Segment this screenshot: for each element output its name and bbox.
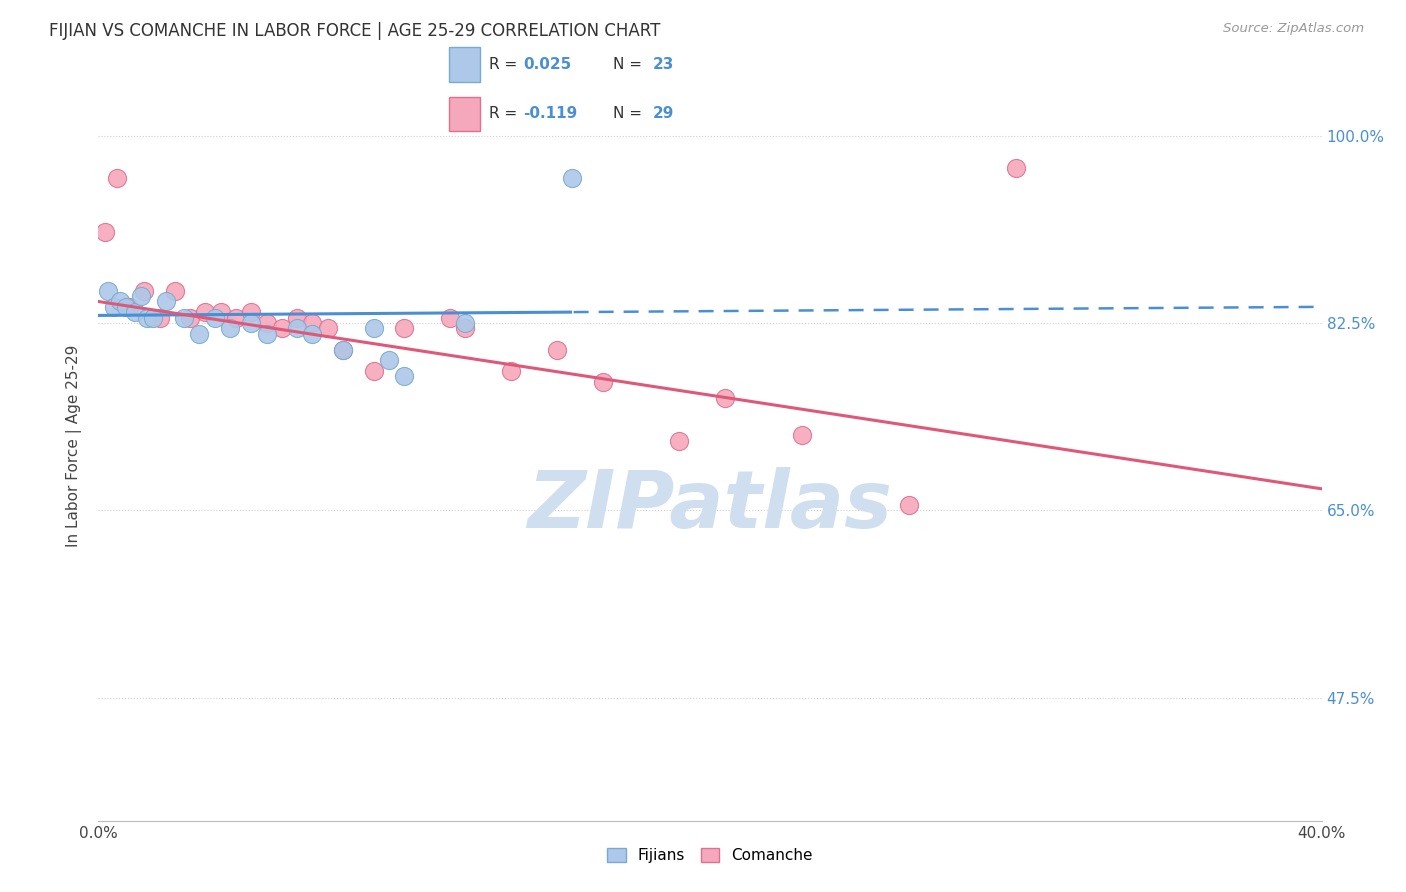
Point (204, 310, 226, 325)
Point (256, 326, 278, 341)
Point (714, 391, 737, 405)
Point (454, 321, 477, 335)
FancyBboxPatch shape (449, 47, 479, 82)
Text: 23: 23 (654, 57, 675, 72)
Point (668, 434, 690, 448)
Point (188, 326, 211, 341)
Text: ZIPatlas: ZIPatlas (527, 467, 893, 545)
Point (219, 321, 242, 335)
Legend: Fijians, Comanche: Fijians, Comanche (602, 842, 818, 869)
Point (392, 369, 416, 384)
Point (363, 321, 385, 335)
Point (240, 305, 263, 319)
Point (1004, 161, 1026, 175)
Point (439, 310, 461, 325)
Point (225, 310, 247, 325)
Point (392, 321, 416, 335)
Point (301, 316, 323, 330)
Point (179, 310, 201, 325)
Point (301, 326, 323, 341)
Text: 29: 29 (654, 106, 675, 121)
Point (103, 300, 125, 314)
Point (897, 498, 920, 512)
Point (240, 316, 263, 330)
Point (501, 364, 523, 378)
Point (285, 310, 308, 325)
Point (209, 305, 232, 319)
Point (790, 428, 813, 442)
Point (592, 375, 614, 389)
Point (108, 294, 131, 309)
Point (561, 171, 583, 186)
Text: R =: R = (489, 106, 523, 121)
Point (546, 343, 568, 357)
Point (124, 305, 146, 319)
Y-axis label: In Labor Force | Age 25-29: In Labor Force | Age 25-29 (66, 345, 83, 547)
Point (332, 343, 354, 357)
Point (142, 310, 165, 325)
Point (129, 289, 152, 303)
Point (118, 300, 141, 314)
Point (115, 300, 138, 314)
Text: N =: N = (613, 106, 647, 121)
Point (93, 225, 115, 239)
Point (194, 305, 217, 319)
Point (285, 321, 308, 335)
Point (163, 284, 186, 298)
Point (155, 294, 177, 309)
Text: N =: N = (613, 57, 647, 72)
Point (256, 316, 278, 330)
Point (173, 310, 195, 325)
Text: -0.119: -0.119 (523, 106, 578, 121)
FancyBboxPatch shape (449, 96, 479, 131)
Point (134, 284, 156, 298)
Text: R =: R = (489, 57, 523, 72)
Point (105, 171, 128, 186)
Text: FIJIAN VS COMANCHE IN LABOR FORCE | AGE 25-29 CORRELATION CHART: FIJIAN VS COMANCHE IN LABOR FORCE | AGE … (49, 22, 661, 40)
Point (136, 310, 159, 325)
Text: Source: ZipAtlas.com: Source: ZipAtlas.com (1223, 22, 1364, 36)
Point (149, 310, 172, 325)
Point (97, 284, 120, 298)
Point (378, 353, 401, 368)
Point (332, 343, 354, 357)
Point (270, 321, 292, 335)
Text: 0.025: 0.025 (523, 57, 572, 72)
Point (316, 321, 339, 335)
Point (454, 316, 477, 330)
Point (363, 364, 385, 378)
